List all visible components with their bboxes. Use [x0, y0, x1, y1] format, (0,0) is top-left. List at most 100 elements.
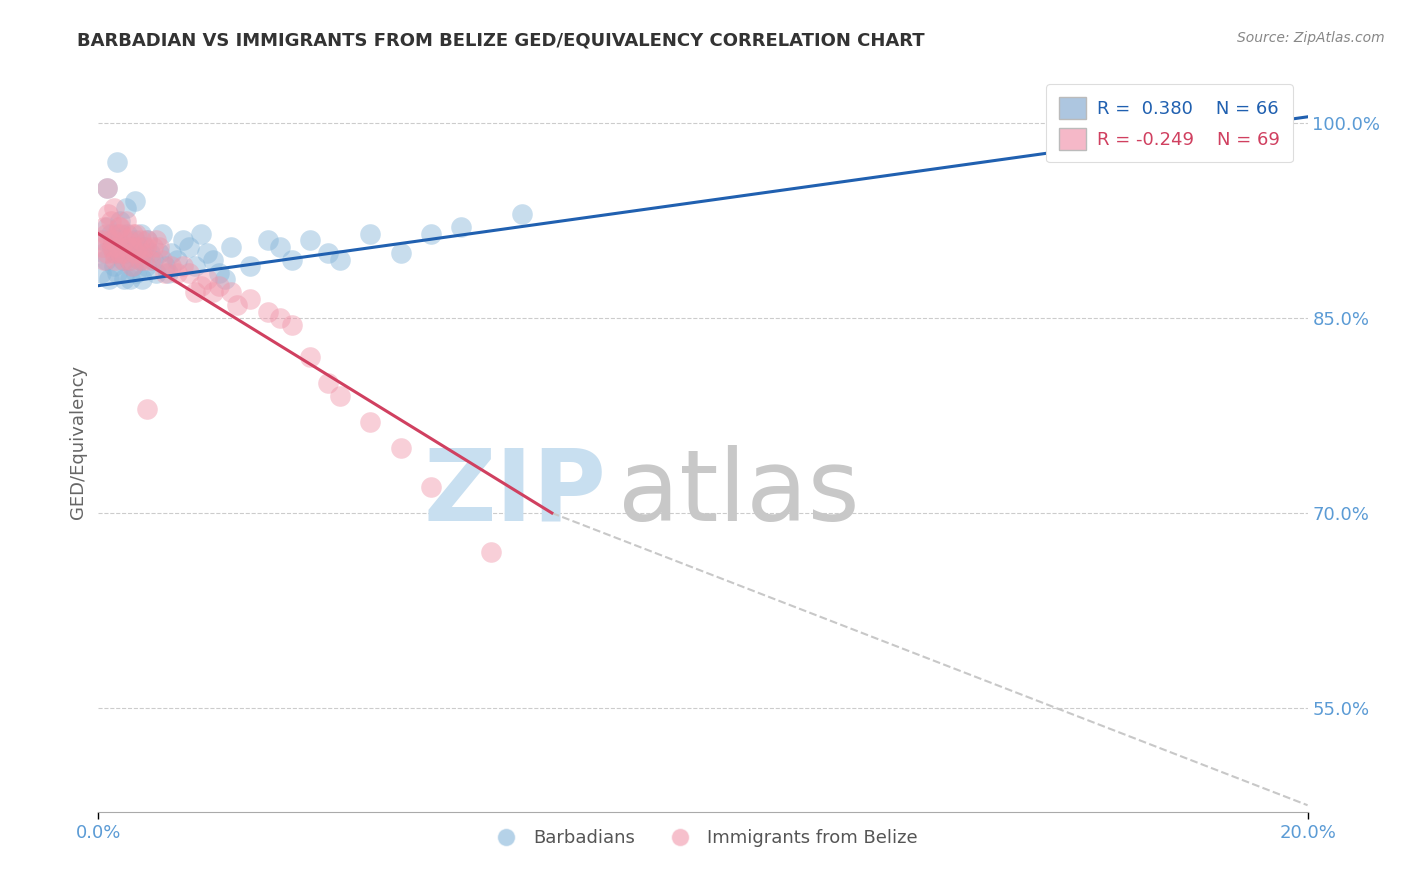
Point: [107, 240, 129, 254]
Point: [420, 480, 443, 494]
Point: [214, 272, 236, 286]
Point: [107, 233, 129, 247]
Point: [103, 201, 125, 215]
Point: [195, 272, 218, 286]
Point: [127, 240, 149, 254]
Point: [256, 304, 278, 318]
Point: [122, 259, 145, 273]
Point: [166, 252, 188, 267]
Point: [114, 201, 136, 215]
Point: [122, 227, 145, 241]
Point: [329, 252, 352, 267]
Point: [166, 266, 188, 280]
Point: [104, 246, 127, 260]
Point: [420, 227, 443, 241]
Point: [281, 252, 304, 267]
Point: [90, 233, 112, 247]
Point: [256, 233, 278, 247]
Point: [100, 240, 122, 254]
Point: [108, 246, 131, 260]
Point: [103, 246, 125, 260]
Point: [105, 266, 128, 280]
Point: [190, 278, 212, 293]
Point: [131, 272, 153, 286]
Point: [153, 266, 176, 280]
Point: [96, 181, 118, 195]
Point: [316, 246, 339, 260]
Point: [329, 389, 352, 403]
Point: [115, 213, 138, 227]
Point: [96, 220, 118, 235]
Point: [125, 227, 148, 241]
Point: [360, 415, 382, 429]
Point: [96, 246, 118, 260]
Point: [153, 259, 176, 273]
Point: [135, 402, 157, 417]
Point: [128, 252, 150, 267]
Point: [121, 240, 143, 254]
Point: [1249, 116, 1271, 130]
Point: [299, 233, 322, 247]
Text: Source: ZipAtlas.com: Source: ZipAtlas.com: [1237, 31, 1385, 45]
Point: [450, 220, 472, 235]
Point: [135, 259, 157, 273]
Point: [91, 240, 114, 254]
Point: [90, 266, 112, 280]
Point: [179, 240, 201, 254]
Point: [118, 233, 141, 247]
Point: [135, 233, 157, 247]
Point: [114, 246, 136, 260]
Point: [190, 227, 212, 241]
Y-axis label: GED/Equivalency: GED/Equivalency: [69, 365, 87, 518]
Legend: Barbadians, Immigrants from Belize: Barbadians, Immigrants from Belize: [481, 822, 925, 855]
Point: [98, 233, 121, 247]
Point: [93, 220, 115, 235]
Point: [91, 233, 114, 247]
Point: [100, 227, 122, 241]
Point: [202, 285, 225, 300]
Point: [481, 545, 503, 559]
Point: [179, 266, 201, 280]
Point: [100, 240, 122, 254]
Point: [100, 213, 122, 227]
Point: [118, 252, 141, 267]
Point: [239, 292, 262, 306]
Point: [124, 233, 146, 247]
Point: [128, 252, 150, 267]
Point: [299, 350, 322, 364]
Point: [389, 441, 412, 455]
Text: atlas: atlas: [619, 445, 860, 541]
Point: [111, 246, 134, 260]
Point: [139, 246, 162, 260]
Point: [110, 227, 132, 241]
Point: [112, 272, 135, 286]
Point: [118, 252, 141, 267]
Point: [132, 252, 155, 267]
Point: [195, 246, 218, 260]
Point: [105, 155, 128, 169]
Point: [184, 259, 207, 273]
Point: [131, 246, 153, 260]
Point: [105, 227, 128, 241]
Point: [94, 252, 117, 267]
Point: [101, 233, 124, 247]
Point: [98, 272, 121, 286]
Point: [129, 227, 152, 241]
Point: [281, 318, 304, 332]
Point: [221, 240, 243, 254]
Point: [117, 227, 139, 241]
Point: [94, 227, 117, 241]
Point: [129, 233, 152, 247]
Point: [108, 220, 131, 235]
Point: [132, 240, 155, 254]
Point: [145, 266, 167, 280]
Point: [150, 252, 173, 267]
Text: ZIP: ZIP: [423, 445, 606, 541]
Point: [202, 252, 225, 267]
Point: [112, 252, 135, 267]
Point: [148, 246, 170, 260]
Point: [124, 194, 146, 209]
Point: [148, 240, 170, 254]
Point: [156, 266, 179, 280]
Point: [96, 181, 118, 195]
